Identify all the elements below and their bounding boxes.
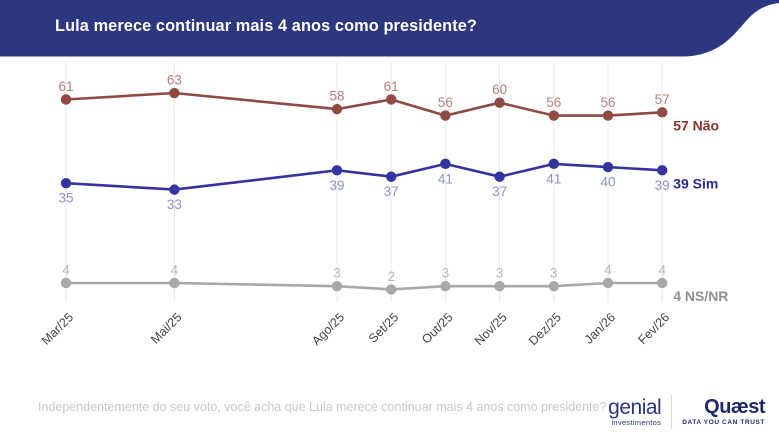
data-point xyxy=(548,281,559,292)
data-label: 39 xyxy=(329,178,344,193)
x-tick-label: Mar/25 xyxy=(39,310,76,347)
data-label: 56 xyxy=(546,95,561,110)
data-label: 2 xyxy=(387,269,395,284)
footer-logos: genial investimentos Quæst DATA YOU CAN … xyxy=(608,395,765,429)
data-label: 4 xyxy=(62,263,70,278)
data-point xyxy=(602,161,614,173)
data-label: 35 xyxy=(58,191,73,206)
series-end-label: 57 Não xyxy=(673,117,719,133)
genial-logo: genial investimentos xyxy=(608,396,662,428)
data-label: 4 xyxy=(171,263,179,278)
data-point xyxy=(494,171,505,182)
data-label: 57 xyxy=(655,92,670,107)
data-label: 3 xyxy=(496,266,504,281)
data-point xyxy=(657,107,668,118)
quaest-tagline: DATA YOU CAN TRUST xyxy=(682,419,765,427)
quaest-logo: Quæst DATA YOU CAN TRUST xyxy=(682,397,765,427)
footer-question: Independentemente do seu voto, você acha… xyxy=(38,400,607,414)
data-label: 61 xyxy=(58,79,73,94)
series-end-label: 4 NS/NR xyxy=(673,288,728,304)
data-point xyxy=(331,165,343,176)
data-point xyxy=(331,281,343,292)
header-banner: Lula merece continuar mais 4 anos como p… xyxy=(0,0,779,57)
data-label: 3 xyxy=(333,266,341,281)
data-label: 41 xyxy=(438,171,453,186)
data-label: 63 xyxy=(167,73,182,88)
data-point xyxy=(60,277,72,289)
series-line-Sim xyxy=(65,162,663,191)
x-tick-label: Mai/25 xyxy=(148,310,184,346)
x-tick-label: Jan/26 xyxy=(582,310,618,346)
data-label: 60 xyxy=(492,82,507,97)
quaest-wordmark: Quæst xyxy=(704,396,765,419)
data-point xyxy=(548,158,559,170)
data-point xyxy=(602,277,614,289)
data-label: 40 xyxy=(600,175,615,190)
series-end-label: 39 Sim xyxy=(673,175,718,191)
data-label: 4 xyxy=(658,263,666,278)
header-swoosh-shape xyxy=(0,0,779,57)
data-label: 33 xyxy=(167,197,182,212)
data-point xyxy=(440,110,451,121)
data-label: 37 xyxy=(384,184,399,199)
data-point xyxy=(169,87,180,99)
x-tick-label: Dez/25 xyxy=(526,310,564,348)
data-label: 3 xyxy=(442,266,450,281)
page-title: Lula merece continuar mais 4 anos como p… xyxy=(55,16,478,35)
data-label: 3 xyxy=(550,266,558,281)
data-point xyxy=(169,277,180,289)
x-tick-label: Ago/25 xyxy=(309,310,347,348)
data-label: 4 xyxy=(604,263,612,278)
data-label: 61 xyxy=(384,79,399,94)
data-point xyxy=(494,97,505,108)
data-point xyxy=(494,281,505,292)
data-label: 58 xyxy=(329,89,344,104)
data-label: 37 xyxy=(492,184,507,199)
x-tick-label: Out/25 xyxy=(419,310,455,346)
data-point xyxy=(548,110,559,121)
data-point xyxy=(386,171,397,182)
x-tick-label: Set/25 xyxy=(366,310,401,345)
data-point xyxy=(440,158,451,170)
data-point xyxy=(169,184,180,195)
x-tick-label: Fev/26 xyxy=(635,310,672,347)
data-point xyxy=(60,177,72,189)
data-point xyxy=(386,94,397,105)
data-label: 56 xyxy=(600,95,615,110)
x-tick-label: Nov/25 xyxy=(472,310,510,348)
logo-divider xyxy=(671,395,673,429)
data-point xyxy=(60,94,72,105)
data-point xyxy=(657,277,668,289)
genial-subtitle: investimentos xyxy=(611,418,662,428)
data-point xyxy=(657,165,668,176)
data-point xyxy=(602,110,614,121)
data-point xyxy=(331,103,343,115)
data-point xyxy=(440,281,451,292)
data-point xyxy=(386,284,397,295)
series-line-Não xyxy=(65,91,663,117)
data-label: 39 xyxy=(655,178,670,193)
series-line-NS/NR xyxy=(66,281,663,291)
data-label: 56 xyxy=(438,95,453,110)
genial-wordmark: genial xyxy=(608,396,662,420)
data-label: 41 xyxy=(546,171,561,186)
